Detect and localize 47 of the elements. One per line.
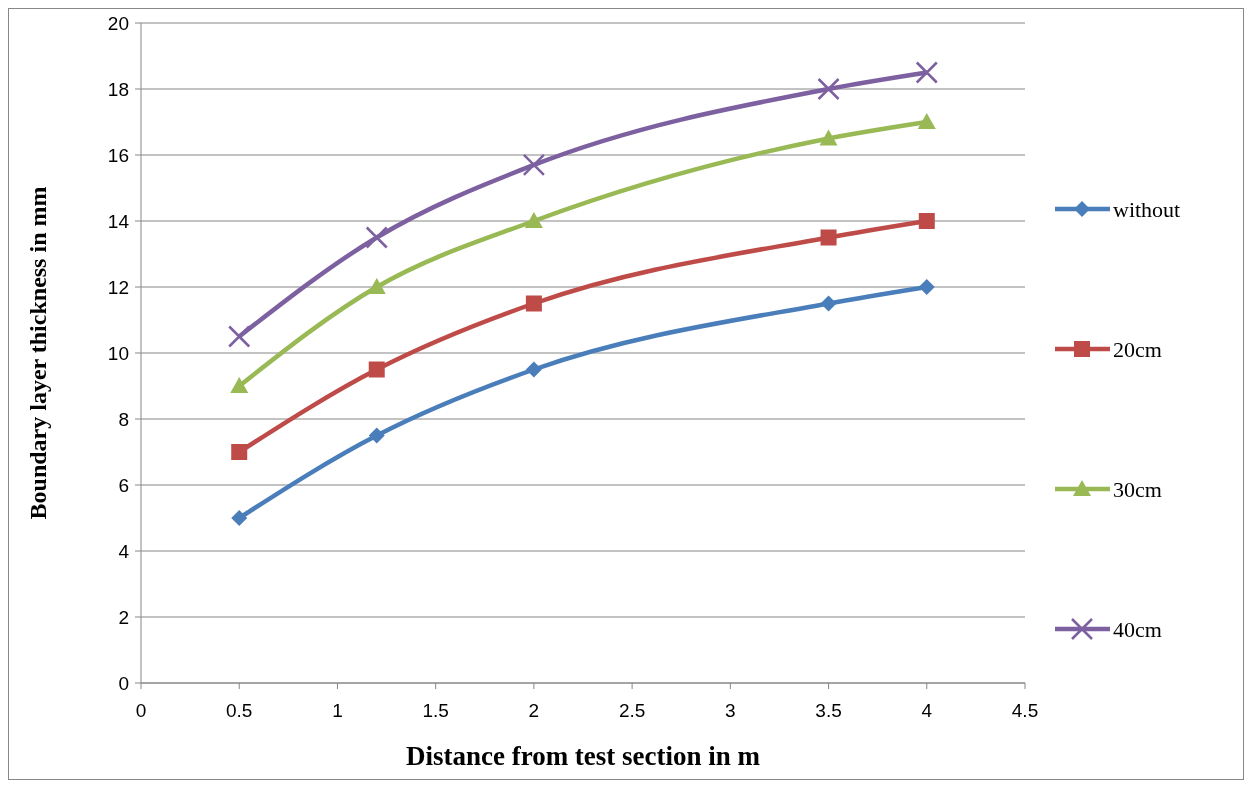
y-tick-label: 14 (107, 210, 130, 232)
point (231, 510, 248, 526)
point (367, 278, 386, 294)
x-tick-label: 4 (921, 700, 933, 721)
point (525, 295, 542, 312)
legend-label: 30cm (1113, 476, 1162, 502)
point (817, 77, 840, 101)
y-tick-label: 18 (107, 78, 129, 100)
point (918, 213, 935, 229)
legend-label: 20cm (1113, 336, 1162, 362)
point (918, 279, 935, 295)
point (915, 61, 939, 84)
y-tick-label: 20 (107, 12, 129, 34)
point (819, 129, 838, 146)
y-tick-label: 8 (118, 408, 129, 430)
point (368, 361, 385, 378)
x-axis-title: Distance from test section in m (405, 741, 761, 771)
point (522, 153, 546, 177)
legend-label: without (1113, 196, 1181, 222)
y-tick-label: 6 (118, 474, 129, 496)
point (365, 226, 388, 249)
legend-label: 40cm (1113, 616, 1162, 642)
point (524, 212, 543, 228)
y-tick-label: 16 (107, 144, 129, 166)
x-tick-label: 0 (135, 700, 147, 721)
point (525, 361, 542, 378)
point (227, 325, 251, 348)
y-tick-label: 12 (107, 276, 129, 298)
x-tick-label: 2.5 (618, 700, 646, 721)
x-tick-label: 3 (725, 700, 736, 721)
y-tick-label: 4 (118, 540, 130, 562)
x-tick-label: 1.5 (422, 700, 449, 721)
point (230, 377, 249, 393)
point (368, 427, 385, 444)
x-tick-label: 4.5 (1011, 700, 1039, 721)
point (231, 444, 248, 460)
point (820, 229, 837, 246)
point (820, 295, 837, 312)
y-axis-title: Boundary layer thickness in mm (25, 186, 51, 520)
x-tick-label: 2 (528, 700, 540, 721)
y-tick-label: 2 (118, 606, 129, 628)
x-tick-label: 3.5 (815, 700, 842, 721)
x-tick-label: 0.5 (226, 700, 253, 721)
point (917, 113, 936, 129)
y-tick-label: 0 (118, 672, 129, 694)
y-tick-label: 10 (107, 342, 129, 364)
x-tick-label: 1 (332, 700, 343, 721)
